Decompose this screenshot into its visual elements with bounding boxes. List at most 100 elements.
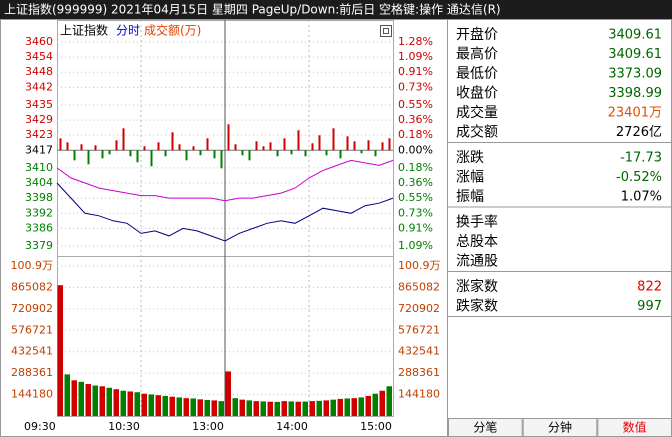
volume-bar: [120, 390, 126, 416]
volume-bar: [365, 395, 371, 416]
quote-value: 23401万: [608, 106, 662, 121]
volume-bar: [379, 390, 385, 416]
quote-label: 最低价: [456, 66, 498, 82]
volume-bar: [162, 395, 168, 416]
quote-value: 3409.61: [608, 47, 662, 62]
x-tick-label: 14:00: [276, 420, 308, 433]
line-average: [56, 159, 394, 202]
quote-label: 成交额: [456, 124, 498, 141]
volume-bar: [113, 389, 119, 416]
volume-label: 成交额(万): [144, 23, 201, 38]
quote-label: 振幅: [456, 189, 484, 205]
volume-bar: [218, 401, 224, 416]
quote-value: -17.73: [620, 151, 662, 166]
y-tick-label: 3429: [25, 113, 53, 126]
y-tick-label: 3392: [25, 206, 53, 219]
tab-label[interactable]: 分笔: [473, 420, 497, 435]
mode-label[interactable]: 分时: [116, 24, 140, 38]
volume-bar: [204, 399, 210, 416]
volume-bar: [309, 401, 315, 416]
volume-bar: [281, 401, 287, 416]
quote-label: 换手率: [456, 214, 498, 231]
pct-tick-label: 1.09%: [398, 239, 433, 252]
volume-bar: [190, 398, 196, 416]
volume-bar: [386, 386, 392, 416]
y-tick-label: 3417: [25, 143, 53, 156]
y-tick-label: 3404: [25, 176, 53, 189]
y-tick-label: 3448: [25, 65, 53, 78]
volume-bar: [295, 401, 301, 416]
quote-value: 2726亿: [616, 125, 662, 140]
volume-bar: [183, 398, 189, 416]
quote-label: 涨幅: [456, 170, 484, 186]
volume-bar: [197, 399, 203, 416]
settings-icon: [383, 28, 389, 34]
volume-bar: [134, 392, 140, 416]
volume-bar: [92, 385, 98, 416]
quote-label: 跌家数: [456, 298, 498, 315]
tab-label[interactable]: 分钟: [548, 420, 572, 435]
quote-value: 3409.61: [608, 28, 662, 43]
pct-tick-label: 0.91%: [398, 221, 433, 234]
volume-tick-label: 100.9万: [11, 259, 54, 272]
volume-bar: [274, 401, 280, 416]
volume-bar: [127, 391, 133, 416]
volume-bar: [239, 399, 245, 416]
volume-bar: [323, 400, 329, 416]
volume-bar: [57, 285, 63, 416]
pct-tick-label: 0.73%: [398, 206, 433, 219]
pct-tick-label: 0.73%: [398, 80, 433, 93]
quote-label: 收盘价: [456, 85, 498, 102]
quote-label: 涨跌: [456, 150, 484, 166]
quote-value: 1.07%: [621, 190, 662, 205]
volume-tick-label-right: 288361: [398, 366, 440, 379]
x-tick-label: 10:30: [108, 420, 140, 433]
volume-bar: [351, 398, 357, 416]
volume-tick-label: 576721: [11, 323, 53, 336]
y-tick-label: 3460: [25, 35, 53, 48]
y-tick-label: 3379: [25, 239, 53, 252]
volume-bar: [169, 396, 175, 416]
volume-bar: [155, 395, 161, 416]
volume-tick-label-right: 144180: [398, 388, 440, 401]
tab-label[interactable]: 数值: [623, 420, 647, 435]
y-tick-label: 3435: [25, 98, 53, 111]
settings-button[interactable]: [380, 25, 392, 37]
volume-bar: [225, 371, 231, 416]
volume-bar: [302, 401, 308, 416]
volume-bar: [64, 374, 70, 416]
volume-bar: [232, 398, 238, 416]
y-tick-label: 3423: [25, 128, 53, 141]
volume-tick-label-right: 432541: [398, 345, 440, 358]
volume-bar: [141, 393, 147, 416]
volume-bar: [253, 401, 259, 416]
volume-bar: [106, 387, 112, 416]
pct-tick-label: 0.91%: [398, 65, 433, 78]
volume-bar: [99, 386, 105, 416]
volume-bar: [71, 380, 77, 416]
pct-tick-label: 1.28%: [398, 35, 433, 48]
pct-tick-label: 0.55%: [398, 191, 433, 204]
volume-bar: [330, 399, 336, 416]
x-tick-label: 13:00: [192, 420, 224, 433]
volume-bar: [176, 397, 182, 416]
volume-bar: [337, 398, 343, 416]
volume-bar: [316, 400, 322, 416]
volume-bar: [267, 401, 273, 416]
x-tick-label: 15:00: [360, 420, 392, 433]
title: 上证指数(999999) 2021年04月15日 星期四 PageUp/Down…: [4, 2, 501, 17]
volume-bar: [246, 400, 252, 416]
quote-label: 总股本: [456, 234, 498, 250]
pct-tick-label: 0.00%: [398, 143, 433, 156]
volume-tick-label-right: 720902: [398, 302, 440, 315]
volume-bar: [372, 393, 378, 416]
pct-tick-label: 0.55%: [398, 98, 433, 111]
volume-tick-label: 144180: [11, 388, 53, 401]
quote-value: 822: [637, 280, 662, 295]
chart-name: 上证指数: [60, 23, 108, 38]
title-bar: [0, 0, 672, 19]
quote-value: 3398.99: [608, 86, 662, 101]
volume-tick-label: 432541: [11, 345, 53, 358]
